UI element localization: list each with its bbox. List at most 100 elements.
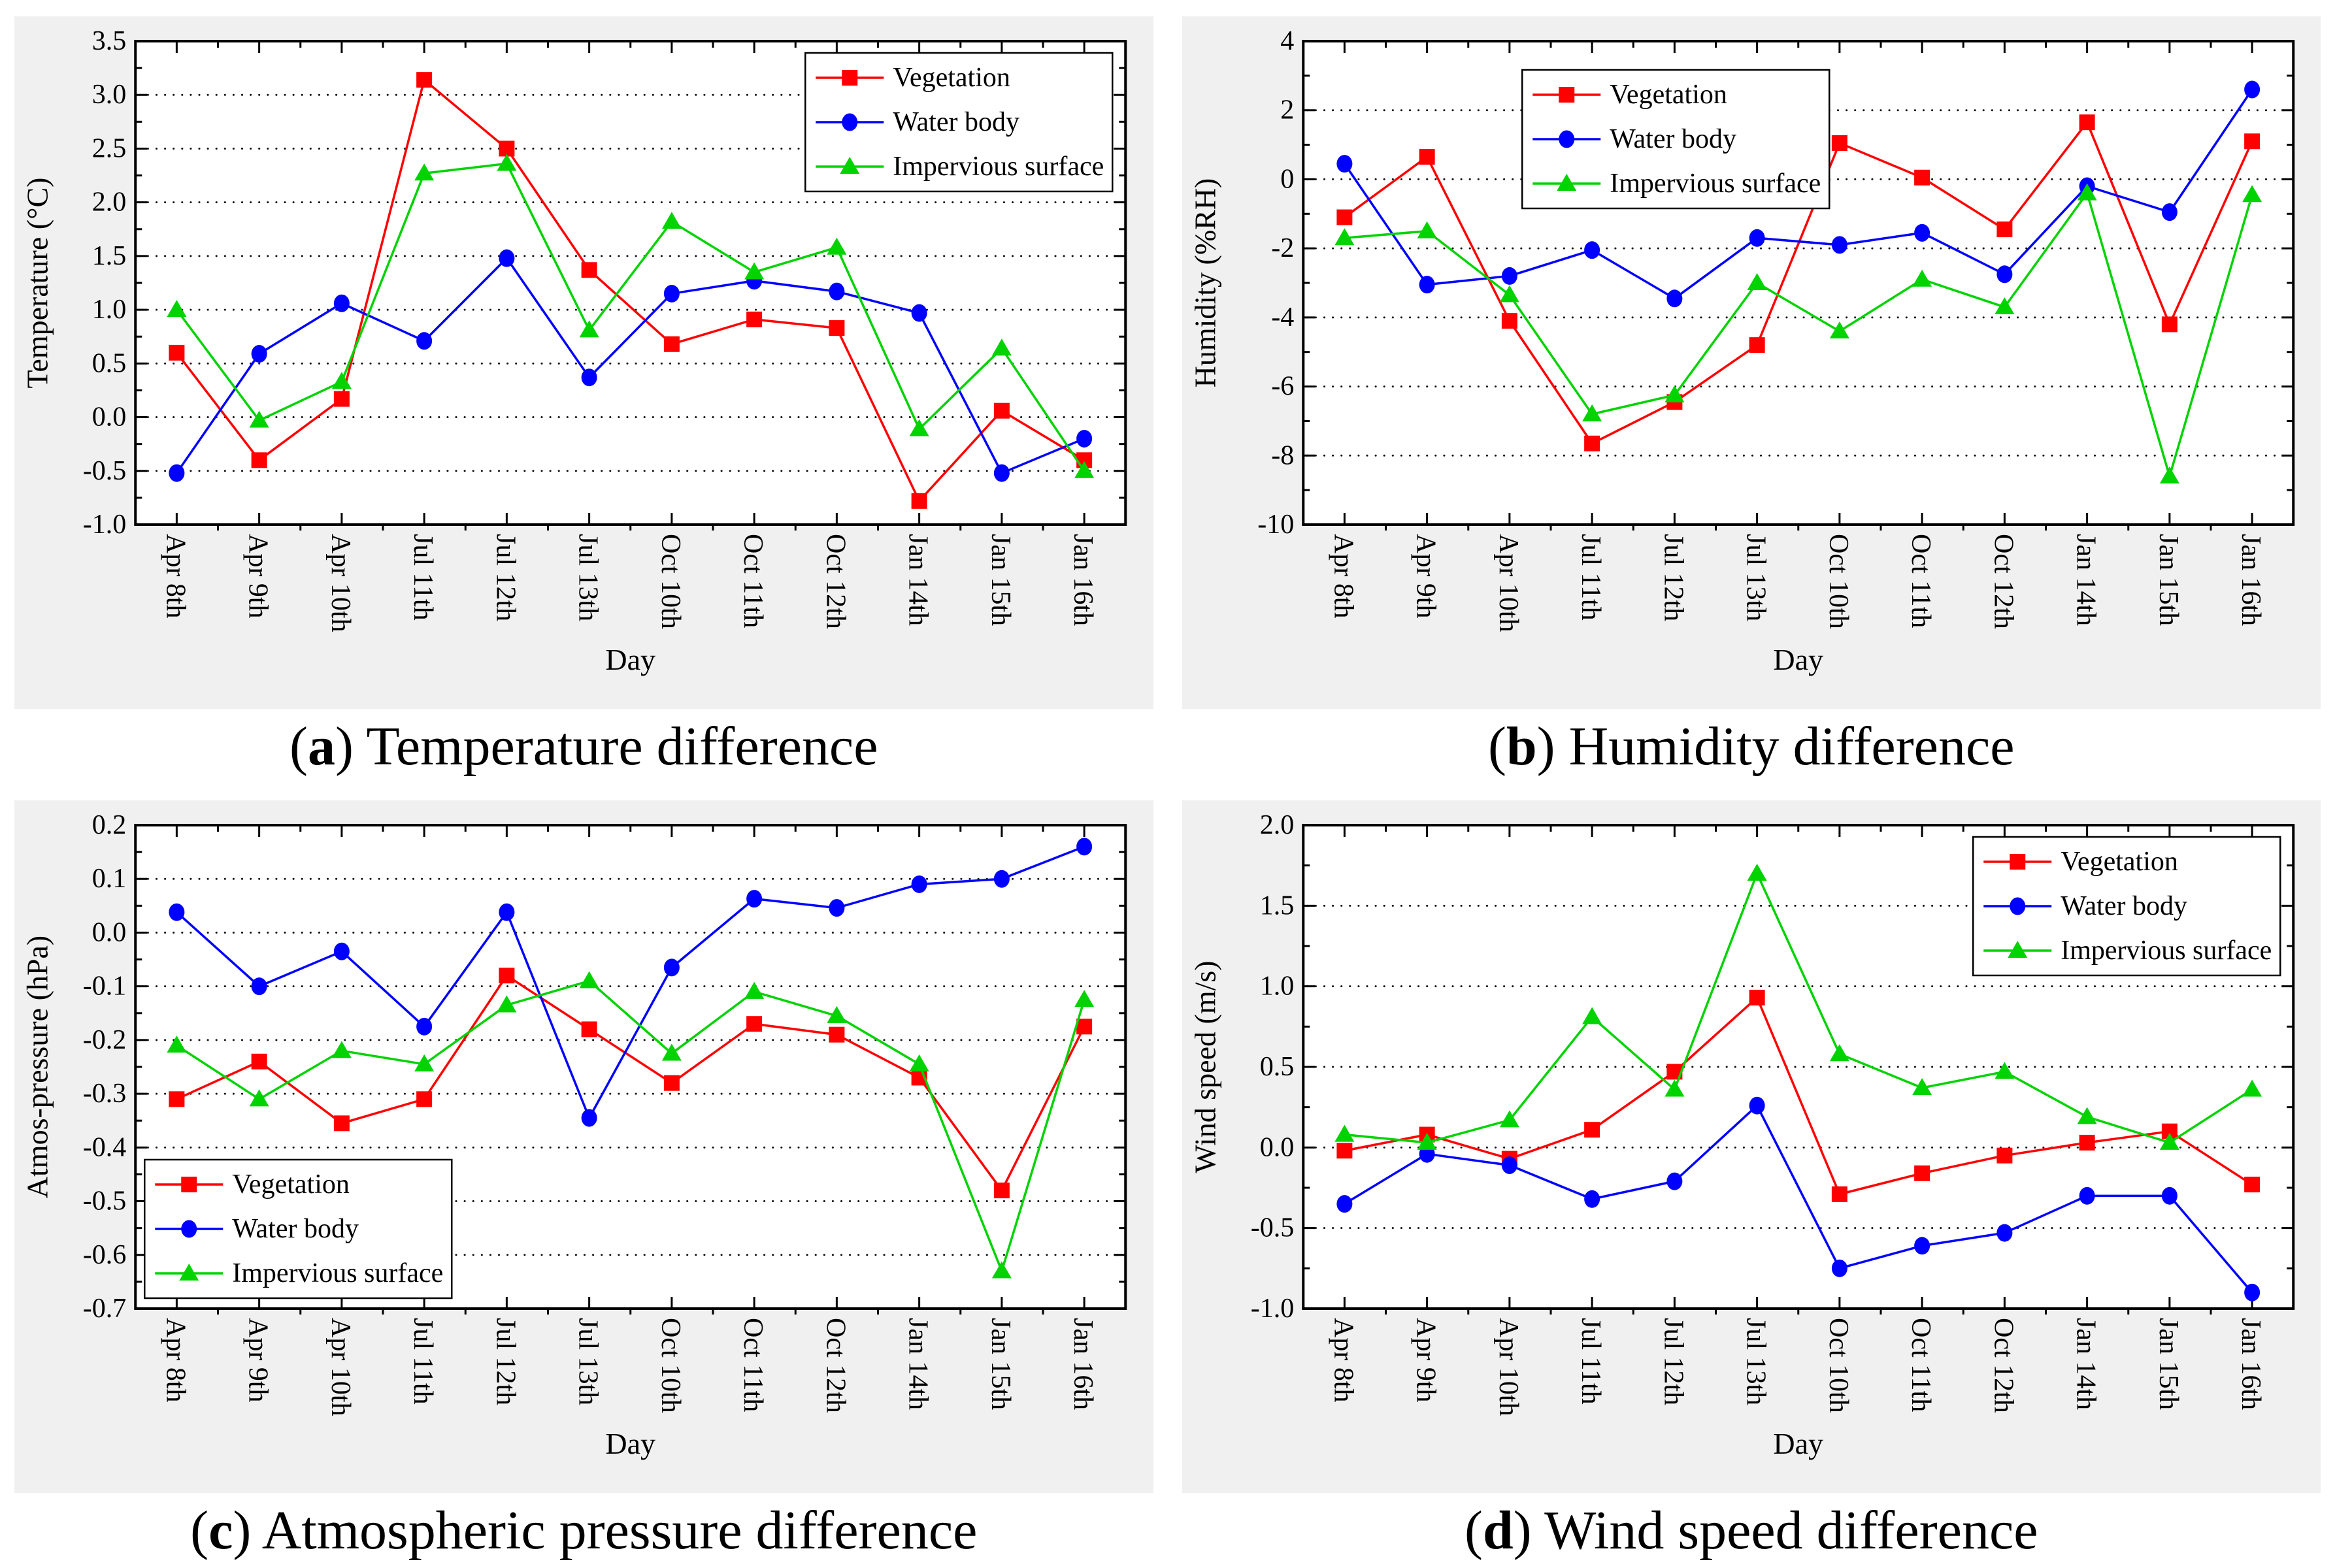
gridlines <box>138 93 1123 472</box>
x-tick-label: Jul 11th <box>1576 534 1606 621</box>
x-tick-label: Oct 10th <box>1823 1318 1853 1413</box>
caption-text: ) Atmospheric pressure difference <box>233 1500 978 1561</box>
x-tick-label: Jan 15th <box>985 1318 1016 1410</box>
marker-triangle <box>1747 273 1767 290</box>
series-vegetation <box>169 72 1093 509</box>
x-tick-label: Jul 13th <box>573 534 603 621</box>
legend-label: Vegetation <box>893 63 1010 93</box>
panel-c-chart-area: 0.2 0.1 0.0 -0.1 -0.2 -0.3 -0.4 -0.5 -0.6 -0.7 Apr… <box>14 800 1153 1493</box>
panel-d-chart-area: 2.0 1.5 1.0 0.5 0.0 -0.5 -1.0 Apr 8th Apr 9th Apr… <box>1182 800 2321 1493</box>
marker-square <box>581 1021 597 1037</box>
marker-square <box>1996 1147 2012 1164</box>
marker-square <box>842 70 858 86</box>
y-axis-title: Wind speed (m/s) <box>1188 960 1221 1173</box>
marker-triangle <box>744 262 765 280</box>
y-tick-label: 3.5 <box>92 26 127 56</box>
y-tick-label: -4 <box>1271 302 1294 333</box>
y-tick-labels: 4 2 0 -2 -4 -6 -8 -10 <box>1257 26 1294 540</box>
legend-label: Water body <box>232 1214 359 1244</box>
marker-triangle <box>1664 385 1684 402</box>
marker-square <box>2161 316 2178 333</box>
marker-square <box>1583 435 1600 451</box>
marker-triangle <box>2242 1079 2262 1097</box>
marker-triangle <box>1912 1078 1932 1096</box>
series-line <box>1344 996 2253 1196</box>
x-tick-label: Jan 16th <box>1068 1318 1098 1410</box>
x-tick-label: Oct 12th <box>1988 1318 2018 1413</box>
x-tick-label: Jul 12th <box>490 534 520 621</box>
panel-c-caption: (c) Atmospheric pressure difference <box>0 1493 1168 1568</box>
series-line <box>1343 1104 2253 1294</box>
series-line <box>1343 121 2253 445</box>
plot-border <box>1301 40 2294 526</box>
marker-triangle <box>2159 1132 2179 1150</box>
plot-border <box>1301 824 2294 1310</box>
legend-label: Vegetation <box>1610 80 1727 110</box>
marker-circle <box>1501 1156 1517 1174</box>
marker-circle <box>746 890 763 908</box>
marker-triangle <box>1334 228 1354 246</box>
marker-square <box>1913 169 1930 186</box>
marker-square <box>499 968 515 984</box>
marker-circle <box>2244 80 2260 99</box>
marker-square <box>1749 337 1765 353</box>
marker-square <box>1419 149 1435 165</box>
series-impervious-surface <box>1334 864 2262 1150</box>
marker-triangle <box>249 410 269 428</box>
marker-circle <box>911 875 927 893</box>
marker-triangle <box>991 338 1012 356</box>
x-tick-label: Jul 13th <box>1740 534 1770 621</box>
marker-triangle <box>661 1043 682 1061</box>
x-tick-labels: Apr 8th Apr 9th Apr 10th Jul 11th Jul 12th Ju… <box>160 1318 1098 1416</box>
marker-square <box>1336 209 1352 225</box>
series-line <box>175 162 1085 472</box>
y-tick-label: -0.4 <box>83 1132 127 1162</box>
marker-triangle <box>179 1264 199 1281</box>
panel-b-chart: 4 2 0 -2 -4 -6 -8 -10 Apr 8th Apr 9th Apr 10th Jul … <box>1188 26 2294 676</box>
y-tick-label: 2.0 <box>92 188 127 218</box>
marker-triangle <box>827 1005 847 1023</box>
panel-b-caption: (b) Humidity difference <box>1168 709 2335 784</box>
legend-label: Water body <box>2061 891 2187 921</box>
y-tick-label: -0.2 <box>83 1025 127 1055</box>
marker-circle <box>1419 276 1435 294</box>
marker-triangle <box>249 1089 269 1107</box>
marker-triangle <box>1074 461 1095 478</box>
series-impervious-surface <box>167 971 1095 1279</box>
legend-label: Impervious surface <box>232 1258 443 1288</box>
y-tick-label: -1.0 <box>1250 1294 1294 1324</box>
marker-triangle <box>167 1036 187 1053</box>
marker-square <box>499 140 515 157</box>
marker-square <box>663 1075 680 1091</box>
marker-triangle <box>1994 297 2014 314</box>
y-tick-label: -1.0 <box>83 510 127 540</box>
x-tick-label: Apr 8th <box>160 1318 190 1403</box>
marker-square <box>1558 87 1574 103</box>
marker-circle <box>1666 289 1682 308</box>
marker-triangle <box>1417 1132 1437 1150</box>
y-tick-label: -2 <box>1271 233 1294 263</box>
marker-triangle <box>909 1054 929 1071</box>
y-tick-label: 0.5 <box>1259 1052 1294 1082</box>
y-tick-label: 0.0 <box>1259 1132 1294 1162</box>
x-tick-label: Oct 12th <box>1988 534 2018 629</box>
marker-square <box>416 1091 433 1107</box>
marker-circle <box>2161 1186 2178 1205</box>
x-tick-label: Apr 9th <box>1410 1318 1440 1403</box>
legend-label: Impervious surface <box>1610 169 1821 199</box>
y-tick-label: -0.5 <box>83 456 127 486</box>
y-tick-label: 0.2 <box>92 810 127 840</box>
marker-circle <box>251 345 267 363</box>
y-tick-label: -6 <box>1271 372 1294 402</box>
marker-circle <box>499 903 515 921</box>
marker-triangle <box>1829 321 1849 338</box>
marker-circle <box>581 1109 597 1127</box>
marker-square <box>2079 114 2095 131</box>
marker-square <box>1076 1019 1093 1035</box>
panel-a-caption: (a) Temperature difference <box>0 709 1168 784</box>
series-line <box>1343 89 2253 300</box>
marker-circle <box>829 899 845 917</box>
marker-triangle <box>1829 1044 1849 1062</box>
